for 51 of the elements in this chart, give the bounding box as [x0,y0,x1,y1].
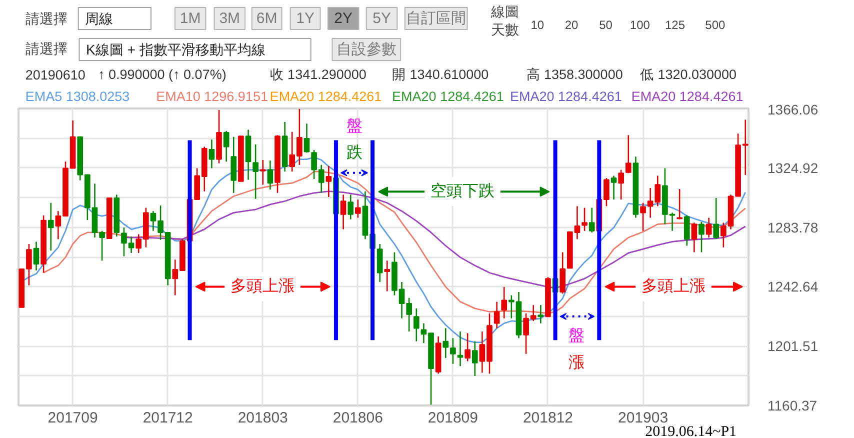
y-tick-label: 1366.06 [768,102,818,118]
text: 2019.06.14~P1 [645,424,737,438]
text: 請選擇 [25,10,68,26]
annotation: 多頭上漲 [642,277,706,296]
text: EMA10 1296.9151 [156,89,268,104]
x-tick-label: 201712 [142,410,193,426]
text: 自訂區間 [406,10,466,27]
text: 自設參數 [336,41,396,58]
text: 線圖 [490,4,520,20]
x-tick-label: 201806 [332,410,383,426]
text: 20 [564,18,579,32]
text: 周線 [85,10,114,26]
y-tick-label: 1201.51 [768,338,818,354]
y-tick-label: 1160.37 [768,398,818,414]
x-tick-label: 201903 [618,410,668,426]
annotation: 盤漲 [568,326,584,372]
text: 100 [630,18,650,32]
annotation: 空頭下跌 [430,182,494,200]
x-tick-label: 201809 [428,410,478,426]
y-tick-label: 1283.78 [768,219,818,236]
text: 1M [180,10,201,27]
legend-label: EMA20 1284.4261 [270,89,382,104]
x-tick-label: 201803 [238,410,288,426]
y-tick-label: 1242.64 [768,278,818,295]
text: 500 [705,18,726,32]
annotation: 多頭上漲 [230,277,294,296]
text: 5Y [372,10,391,27]
text: 高 1358.300000 [526,67,623,82]
x-tick-label: 201812 [522,410,574,426]
text: 50 [599,18,613,32]
text: ↑ 0.990000 (↑ 0.07%) [98,67,226,82]
text: 20190610 [25,68,86,82]
text: 低 1320.030000 [640,67,737,82]
text: EMA20 1284.4261 [631,89,744,104]
text: 2Y [334,10,353,27]
text: 6M [256,10,278,27]
text: 3M [219,10,240,27]
legend-label: EMA20 1284.4261 [510,89,622,104]
text: 請選擇 [25,40,68,56]
text: 10 [530,18,544,32]
text: 開 1340.610000 [392,67,489,82]
text: 125 [664,18,686,32]
annotation: 盤跌 [346,116,362,162]
legend-label: EMA20 1284.4261 [392,89,504,104]
text: 天數 [491,22,520,38]
y-tick-label: 1324.92 [768,160,818,176]
text: 收 1341.290000 [270,67,366,82]
text: EMA5 1308.0253 [25,89,130,104]
text: K線圖 + 指數平滑移動平均線 [86,42,266,58]
x-tick-label: 201709 [48,410,98,426]
text: 1Y [296,10,314,27]
